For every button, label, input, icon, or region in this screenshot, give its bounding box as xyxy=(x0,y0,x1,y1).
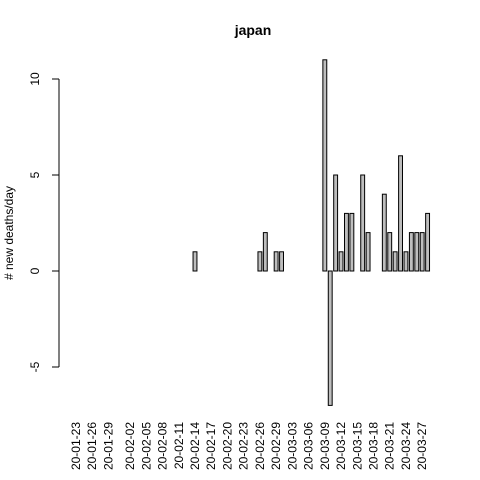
y-axis: -5 0 5 10 xyxy=(28,72,60,372)
x-tick-label-20-01-23: 20-01-23 xyxy=(69,422,83,470)
x-tick-label-20-03-21: 20-03-21 xyxy=(383,422,397,470)
bar-20-02-26 xyxy=(257,251,263,272)
bar-20-02-14 xyxy=(192,251,198,272)
bar-20-03-22 xyxy=(392,251,398,272)
bar-20-03-27 xyxy=(419,232,425,272)
bar-20-03-28 xyxy=(425,212,431,272)
x-axis: 20-01-23 20-01-26 20-01-29 20-02-02 20-02-05… xyxy=(69,422,429,470)
x-tick-label-20-02-11: 20-02-11 xyxy=(172,422,186,469)
x-tick-label-20-03-27: 20-03-27 xyxy=(415,422,429,470)
x-tick-label-20-02-08: 20-02-08 xyxy=(156,422,170,470)
x-tick-label-20-02-20: 20-02-20 xyxy=(220,422,234,470)
bar-20-03-24 xyxy=(403,251,409,272)
bar-20-03-25 xyxy=(408,232,414,272)
y-axis-label: # new deaths/day xyxy=(2,186,16,280)
bar-20-03-20 xyxy=(381,193,387,272)
y-tick-label-5: 5 xyxy=(28,171,42,178)
x-tick-label-20-01-29: 20-01-29 xyxy=(101,422,115,470)
y-tick-label--5: -5 xyxy=(28,361,42,372)
bar-20-03-16 xyxy=(360,174,366,272)
bar-20-02-27 xyxy=(262,232,268,272)
bar-20-03-10 xyxy=(327,270,333,406)
x-tick-label-20-02-14: 20-02-14 xyxy=(188,422,202,470)
bar-20-03-17 xyxy=(365,232,371,272)
bar-20-03-12 xyxy=(338,251,344,272)
bar-20-03-14 xyxy=(349,212,355,272)
x-tick-label-20-03-09: 20-03-09 xyxy=(318,422,332,470)
x-tick-label-20-03-12: 20-03-12 xyxy=(334,422,348,470)
x-tick-label-20-02-26: 20-02-26 xyxy=(253,422,267,470)
y-tick-label-10: 10 xyxy=(28,72,42,86)
y-tick-label-0: 0 xyxy=(28,267,42,274)
bar-20-03-26 xyxy=(414,232,420,272)
x-tick-label-20-03-18: 20-03-18 xyxy=(367,422,381,470)
x-tick-label-20-03-24: 20-03-24 xyxy=(399,422,413,470)
x-tick-label-20-02-02: 20-02-02 xyxy=(123,422,137,470)
x-tick-label-20-02-17: 20-02-17 xyxy=(204,422,218,470)
chart-title: japan xyxy=(234,22,272,38)
bar-20-03-21 xyxy=(387,232,393,272)
x-tick-label-20-01-26: 20-01-26 xyxy=(85,422,99,470)
bar-20-03-01 xyxy=(279,251,284,272)
x-tick-label-20-03-06: 20-03-06 xyxy=(302,422,316,470)
x-tick-label-20-02-05: 20-02-05 xyxy=(139,422,153,470)
bar-20-03-13 xyxy=(344,212,349,272)
x-tick-label-20-03-03: 20-03-03 xyxy=(285,422,299,470)
x-tick-label-20-02-23: 20-02-23 xyxy=(237,422,251,470)
bar-20-03-11 xyxy=(333,174,339,272)
x-tick-label-20-03-15: 20-03-15 xyxy=(350,422,364,470)
bar-20-03-23 xyxy=(398,155,403,272)
bar-20-02-29 xyxy=(273,251,279,272)
bar-20-03-09 xyxy=(322,59,328,272)
bars xyxy=(192,59,431,406)
x-tick-label-20-02-29: 20-02-29 xyxy=(269,422,283,470)
